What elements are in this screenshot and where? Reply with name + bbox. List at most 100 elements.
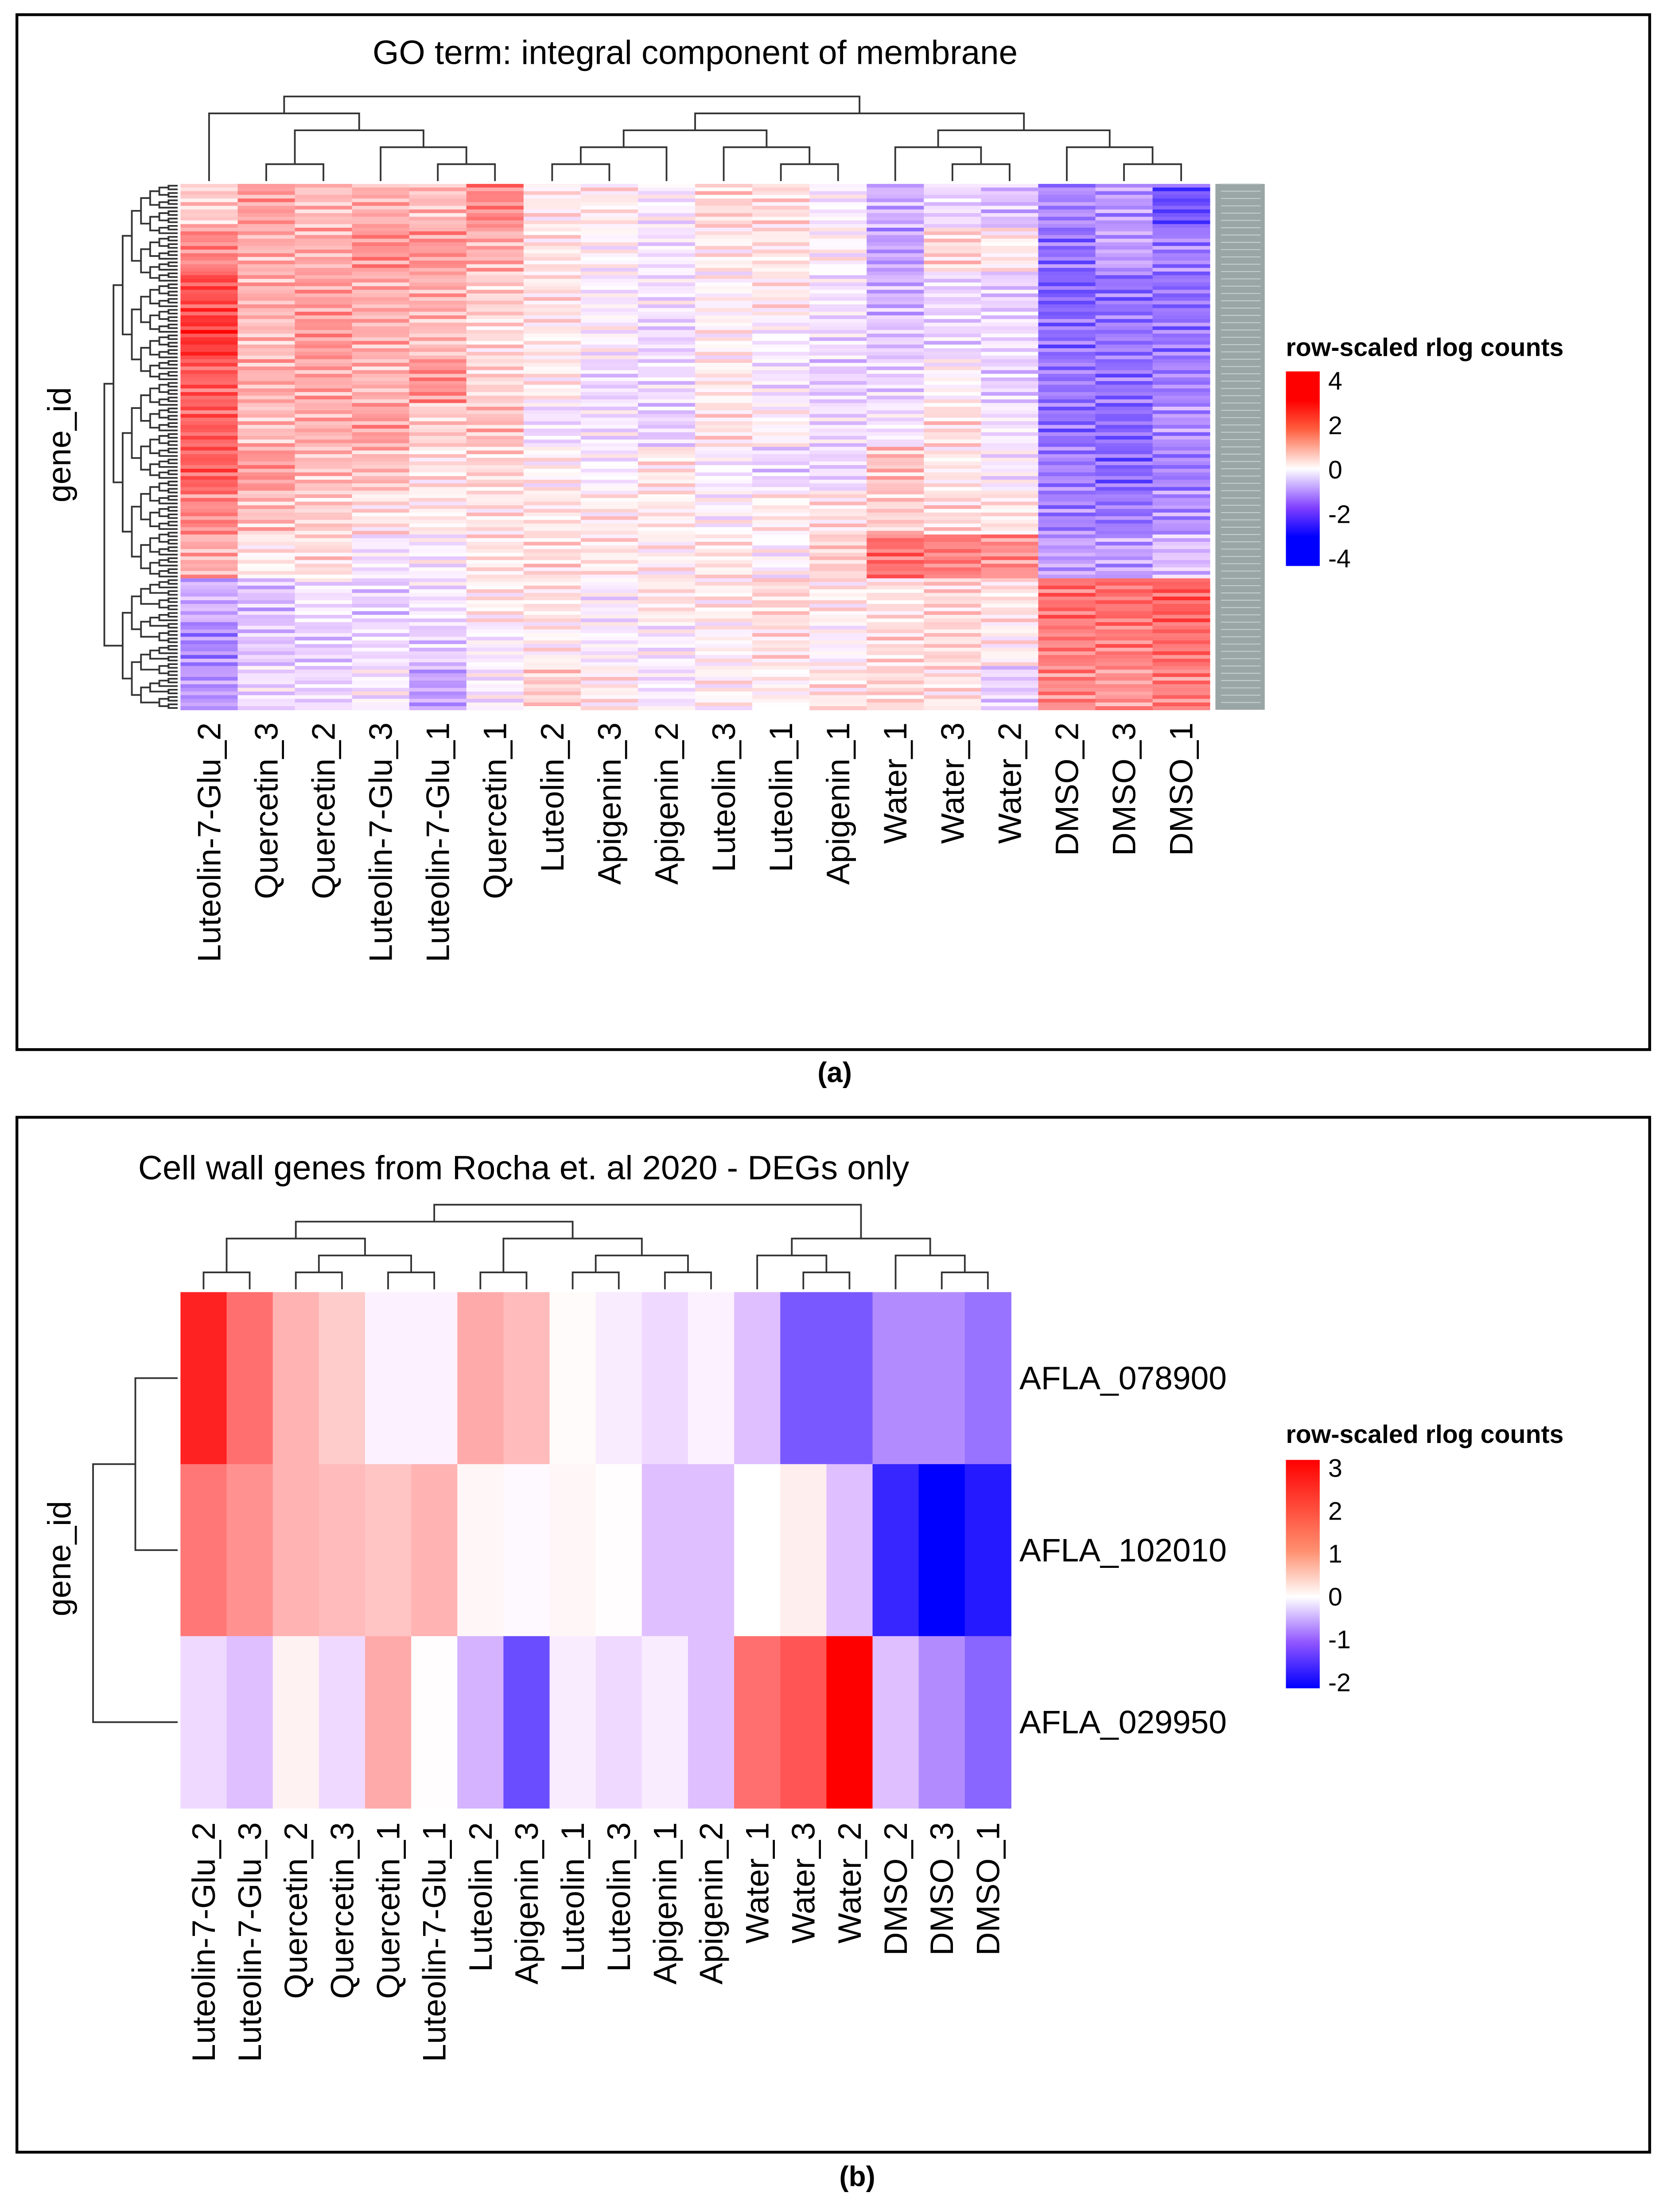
- heatmap-cell: [295, 352, 353, 356]
- heatmap-cell: [809, 673, 867, 677]
- heatmap-cell: [752, 238, 810, 243]
- heatmap-cell: [867, 381, 925, 385]
- heatmap-cell: [237, 271, 295, 276]
- heatmap-cell: [809, 414, 867, 418]
- dendrogram-branch: [167, 638, 178, 643]
- heatmap-cell: [180, 439, 238, 444]
- heatmap-cell: [809, 311, 867, 316]
- heatmap-cell: [237, 520, 295, 524]
- heatmap-cell: [352, 651, 410, 656]
- dendrogram-branch: [167, 210, 178, 216]
- heatmap-cell: [638, 648, 696, 652]
- heatmap-cell: [695, 435, 753, 440]
- heatmap-cell: [409, 567, 467, 571]
- heatmap-cell: [409, 213, 467, 218]
- heatmap-cell: [180, 564, 238, 568]
- heatmap-cell: [352, 469, 410, 473]
- heatmap-cell: [924, 194, 982, 199]
- heatmap-cell: [695, 213, 753, 218]
- heatmap-cell: [867, 326, 925, 330]
- heatmap-cell: [523, 385, 581, 389]
- heatmap-cell: [295, 385, 353, 389]
- heatmap-cell: [1038, 552, 1096, 557]
- heatmap-cell: [1038, 275, 1096, 280]
- heatmap-cell: [295, 585, 353, 590]
- heatmap-cell: [981, 432, 1039, 436]
- dendrogram-branch: [802, 1271, 851, 1290]
- heatmap-cell: [1038, 228, 1096, 232]
- heatmap-cell: [180, 479, 238, 484]
- heatmap-cell: [867, 300, 925, 305]
- heatmap-cell: [1038, 202, 1096, 206]
- heatmap-cell: [809, 275, 867, 280]
- heatmap-cell: [466, 381, 524, 385]
- heatmap-cell: [295, 552, 353, 557]
- heatmap-cell: [981, 673, 1039, 677]
- heatmap-cell: [752, 432, 810, 436]
- heatmap-cell: [809, 505, 867, 509]
- heatmap-cell: [867, 648, 925, 652]
- heatmap-cell: [695, 585, 753, 590]
- heatmap-cell: [237, 589, 295, 594]
- heatmap-cell: [867, 490, 925, 495]
- legend-tick-label: 1: [1328, 1540, 1342, 1568]
- heatmap-cell: [237, 684, 295, 688]
- heatmap-cell: [580, 454, 638, 459]
- heatmap-cell: [523, 202, 581, 206]
- heatmap-cell: [237, 253, 295, 257]
- heatmap-cell: [981, 366, 1039, 371]
- heatmap-cell: [295, 187, 353, 192]
- dendrogram-branch: [158, 362, 178, 369]
- heatmap-cell: [867, 589, 925, 594]
- heatmap-cell: [752, 191, 810, 195]
- heatmap-cell: [523, 260, 581, 265]
- heatmap-cell: [180, 472, 238, 477]
- heatmap-cell: [237, 669, 295, 674]
- heatmap-cell: [237, 476, 295, 480]
- heatmap-cell: [638, 498, 696, 502]
- heatmap-cell: [867, 549, 925, 553]
- column-label: Apigenin_1: [820, 723, 856, 885]
- heatmap-cell: [1038, 458, 1096, 462]
- heatmap-cell: [981, 417, 1039, 422]
- heatmap-cell: [237, 454, 295, 459]
- heatmap-cell: [409, 202, 467, 206]
- heatmap-cell: [809, 629, 867, 634]
- heatmap-cell: [642, 1636, 688, 1809]
- heatmap-cell: [867, 304, 925, 309]
- heatmap-cell: [1038, 253, 1096, 257]
- heatmap-cell: [1152, 541, 1210, 546]
- heatmap-cell: [1152, 666, 1210, 670]
- heatmap-cell: [352, 699, 410, 703]
- heatmap-cell: [523, 611, 581, 615]
- heatmap-cell: [867, 600, 925, 605]
- heatmap-cell: [180, 648, 238, 652]
- heatmap-cell: [523, 432, 581, 436]
- heatmap-cell: [924, 381, 982, 385]
- heatmap-cell: [295, 655, 353, 659]
- heatmap-cell: [580, 399, 638, 404]
- heatmap-cell: [1152, 600, 1210, 605]
- dendrogram-branch: [167, 579, 178, 585]
- column-label: Water_3: [934, 723, 971, 844]
- heatmap-cell: [180, 560, 238, 564]
- heatmap-cell: [409, 381, 467, 385]
- dendrogram-branch: [158, 212, 169, 222]
- heatmap-cell: [638, 355, 696, 360]
- heatmap-cell: [180, 425, 238, 429]
- heatmap-cell: [695, 206, 753, 210]
- heatmap-cell: [409, 238, 467, 243]
- panel-b-column-dendrogram: [202, 1204, 989, 1290]
- heatmap-cell: [180, 363, 238, 367]
- heatmap-cell: [809, 290, 867, 294]
- heatmap-cell: [180, 604, 238, 608]
- heatmap-cell: [924, 403, 982, 407]
- heatmap-cell: [1095, 355, 1153, 360]
- heatmap-cell: [1095, 538, 1153, 542]
- heatmap-cell: [1152, 483, 1210, 488]
- heatmap-cell: [1152, 538, 1210, 542]
- heatmap-cell: [638, 319, 696, 323]
- column-label: Luteolin-7-Glu_2: [191, 723, 227, 962]
- dendrogram-branch: [167, 433, 178, 439]
- heatmap-cell: [981, 421, 1039, 426]
